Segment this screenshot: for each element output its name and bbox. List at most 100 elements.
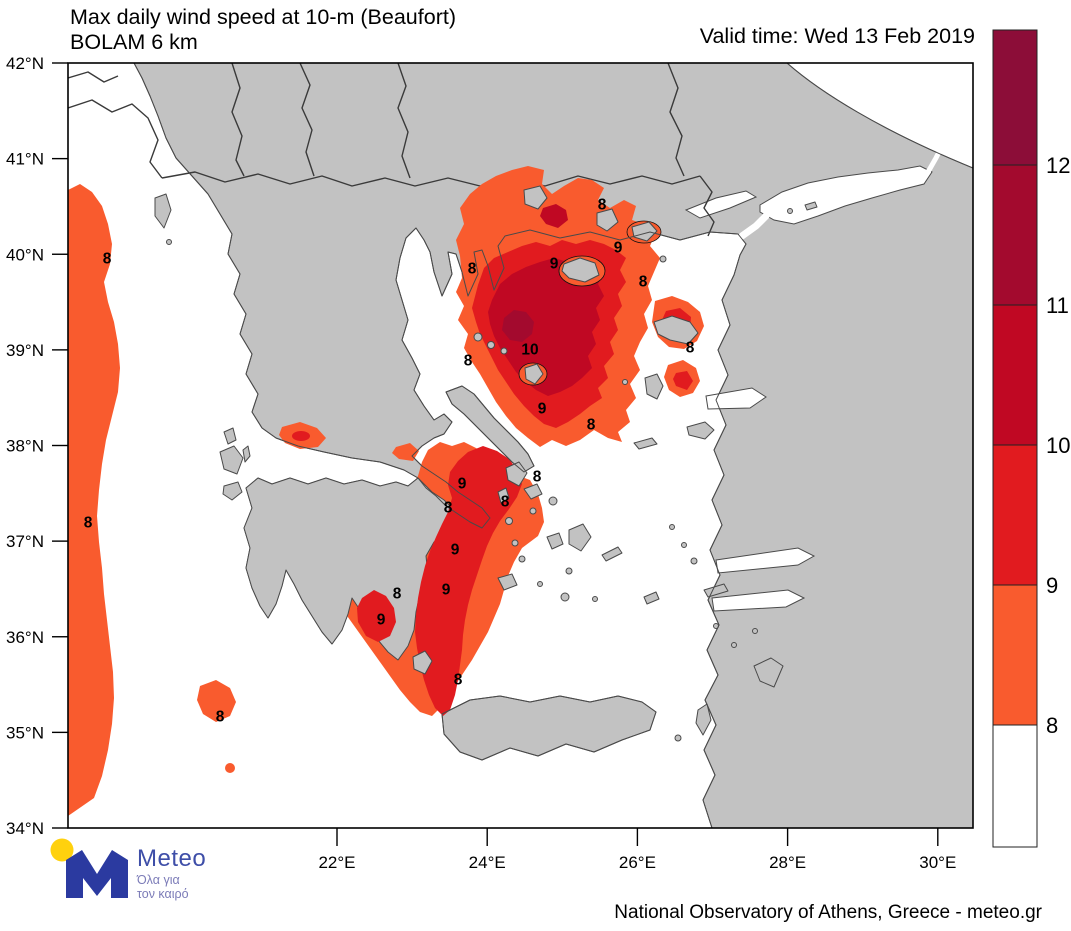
contour-value-label: 8 [598,196,607,213]
contour-value-label: 9 [614,239,623,256]
wind-band9-laconian [357,590,396,642]
island-symi [752,628,758,634]
contour-value-label: 9 [451,541,460,558]
island-lesbos [653,315,699,345]
contour-value-label: 10 [521,341,538,358]
latitude-axis: 42°N 41°N 40°N 39°N 38°N 37°N 36°N 35°N 34°N [6,54,68,838]
island-serifos [511,539,519,547]
colorbar-band [992,304,1038,446]
island-amorgos [601,546,623,562]
contour-value-label: 8 [501,493,510,510]
island-corfu [154,193,172,229]
contour-value-label: 8 [468,260,477,277]
lon-tick-label: 26°E [619,853,656,872]
contour-value-label: 9 [538,400,547,417]
wind-band9-chios [673,371,693,390]
island-kasos [674,734,682,742]
model-subtitle: BOLAM 6 km [70,30,198,54]
contour-value-label: 9 [442,581,451,598]
island-folegandros [537,581,543,587]
lat-tick-label: 38°N [6,437,44,456]
island-alonissos [500,347,508,355]
island-kefalonia [219,445,244,475]
contour-value-label: 8 [533,468,542,485]
island-rhodes [753,657,784,688]
sea-gokova-gulf [715,547,816,574]
island-leros [681,542,687,548]
lat-tick-label: 37°N [6,532,44,551]
island-paxi [166,239,172,245]
contour-value-label: 8 [639,273,648,290]
island-skyros [524,363,544,385]
wind-band11-core [502,310,534,342]
island-karpathos [695,703,712,736]
country-borders [68,63,715,237]
sea-marmara [759,165,933,225]
contour-value-label: 8 [84,514,93,531]
island-ios [565,567,573,575]
island-kalymnos [690,557,698,565]
sea-bosphorus [925,143,945,175]
wind-band8-ionian-strip [68,184,120,816]
island-skopelos [487,341,495,349]
island-andros [505,461,528,487]
island-mykonos [548,496,558,506]
island-marmara-sliver [804,201,818,211]
island-bozcaada [659,255,667,263]
logo-tagline-line2: τον καιρό [137,887,189,901]
island-kythnos [505,517,513,525]
contour-value-label: 8 [464,352,473,369]
logo-m-icon [66,850,128,898]
island-chios [644,373,664,400]
wind-band8-dot [225,763,235,773]
map-title: Max daily wind speed at 10-m (Beaufort) [70,5,456,29]
lat-tick-label: 39°N [6,341,44,360]
island-patmos [669,524,675,530]
meteo-logo: Meteo Όλα για τον καιρό [50,838,206,901]
lat-tick-label: 34°N [6,819,44,838]
lat-tick-label: 40°N [6,245,44,264]
sea-izmir-gulf [705,387,767,410]
wind-overlays [68,166,704,816]
colorbar-band [992,29,1038,166]
sea-saros-gulf [684,190,758,219]
wind-band9-patras-core [292,431,310,441]
logo-sun-icon [50,838,74,862]
wind-band10-chalkidiki-patch [540,204,568,228]
contour-value-label: 9 [377,611,386,628]
islands [154,185,818,742]
wind-band8-west-crete [197,680,236,722]
colorbar-label: 10 [1046,433,1070,458]
colorbar-label: 11 [1046,293,1069,318]
island-kos [703,583,729,598]
lat-tick-label: 42°N [6,54,44,73]
island-marmara [787,208,793,214]
colorbar-band [992,444,1038,586]
lon-tick-label: 28°E [769,853,806,872]
sea-south-anatolia-gulf [711,589,806,612]
island-kythira [412,650,433,675]
lat-tick-label: 41°N [6,150,44,169]
island-sifnos [518,555,526,563]
island-imbros [631,221,658,242]
lon-tick-label: 22°E [318,853,355,872]
contour-value-label: 8 [393,585,402,602]
colorbar-label: 8 [1046,713,1058,738]
colorbar-band [992,584,1038,726]
island-skiathos [473,332,483,342]
island-ikaria [633,437,658,450]
island-thasos [523,185,548,210]
colorbar-label: 9 [1046,573,1058,598]
colorbar-band [992,164,1038,306]
island-naxos [568,523,592,552]
colorbar-label: 12 [1046,153,1070,178]
sea-dardanelles [738,212,770,240]
contour-value-label: 8 [587,416,596,433]
island-psara [622,379,628,385]
island-anafi [592,596,598,602]
lat-tick-label: 35°N [6,723,44,742]
island-samos [686,421,715,440]
island-limnos [561,257,600,283]
